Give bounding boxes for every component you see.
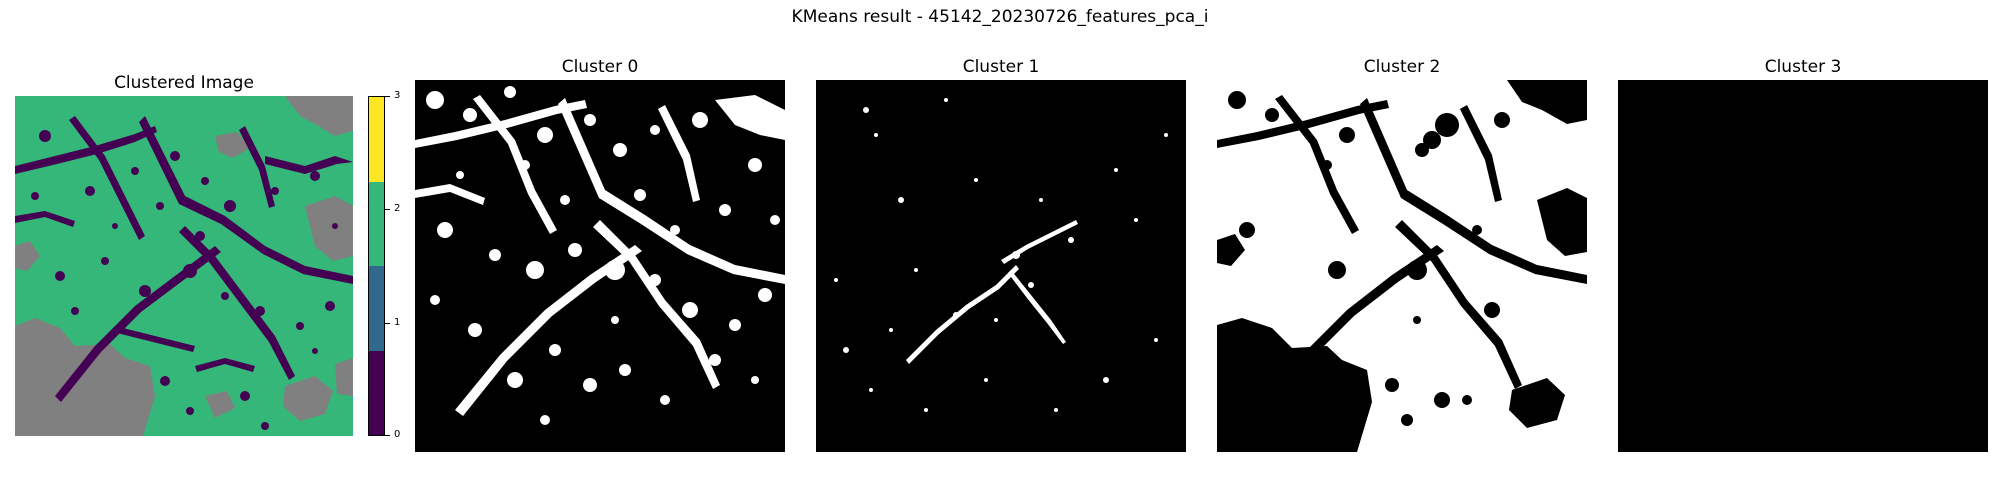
panel-title-clustered-image: Clustered Image	[114, 73, 254, 93]
colorbar-tick-1	[385, 323, 390, 324]
panel-title-cluster-0: Cluster 0	[561, 57, 639, 77]
colorbar-band-2	[369, 181, 384, 266]
colorbar-label-3: 3	[394, 90, 401, 101]
cluster-0-mask-raster	[415, 80, 785, 452]
colorbar-label-2: 2	[394, 203, 401, 214]
colorbar	[368, 96, 385, 436]
cluster-1-mask-raster	[816, 80, 1186, 452]
cluster-3-mask	[1618, 80, 1988, 452]
colorbar-band-0	[369, 350, 384, 435]
colorbar-label-0: 0	[394, 429, 401, 440]
cluster-2-mask-raster	[1217, 80, 1587, 452]
panel-title-cluster-2: Cluster 2	[1363, 57, 1441, 77]
clustered-image	[15, 96, 353, 436]
cluster-2-mask	[1217, 80, 1587, 452]
colorbar-label-1: 1	[394, 317, 401, 328]
colorbar-band-3	[369, 97, 384, 182]
figure-title: KMeans result - 45142_20230726_features_…	[791, 7, 1209, 27]
panel-title-cluster-3: Cluster 3	[1764, 57, 1842, 77]
colorbar-tick-0	[385, 435, 390, 436]
colorbar-tick-3	[385, 96, 390, 97]
cluster-1-mask	[816, 80, 1186, 452]
colorbar-tick-2	[385, 209, 390, 210]
cluster-0-mask	[415, 80, 785, 452]
clustered-image-raster	[15, 96, 353, 436]
colorbar-band-1	[369, 266, 384, 351]
panel-title-cluster-1: Cluster 1	[962, 57, 1040, 77]
